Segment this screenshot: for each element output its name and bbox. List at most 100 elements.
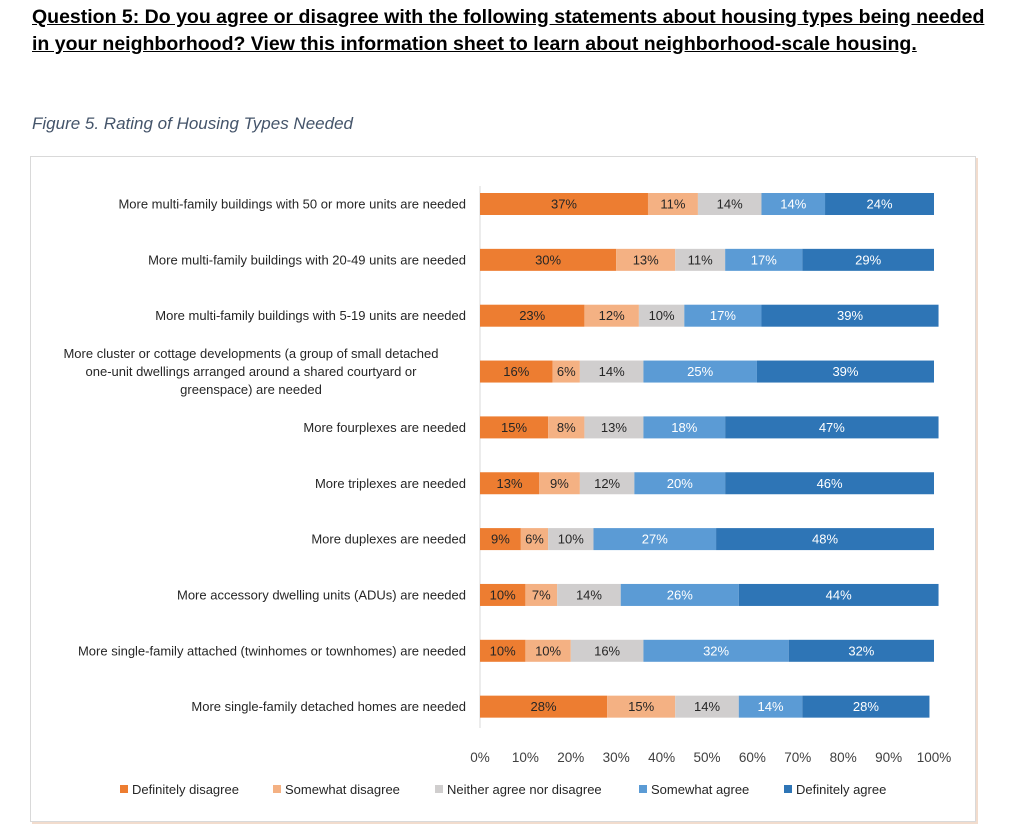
data-label: 37% xyxy=(551,197,577,212)
question-heading: Question 5: Do you agree or disagree wit… xyxy=(32,6,985,55)
bar-segment xyxy=(725,416,939,439)
data-label: 26% xyxy=(667,587,693,602)
legend-label: Definitely agree xyxy=(796,782,886,797)
bar-segment xyxy=(716,528,934,551)
data-label: 24% xyxy=(867,197,893,212)
bar-segment xyxy=(579,472,635,495)
data-label: 14% xyxy=(576,587,602,602)
bar-segment xyxy=(480,304,585,327)
bar-segment xyxy=(584,416,644,439)
bar-segment xyxy=(634,472,726,495)
data-label: 14% xyxy=(694,699,720,714)
bar-segment xyxy=(557,583,621,606)
data-label: 46% xyxy=(817,476,843,491)
bar-segment xyxy=(802,248,934,271)
bar-segment xyxy=(616,248,676,271)
legend-label: Neither agree nor disagree xyxy=(447,782,602,797)
data-label: 30% xyxy=(535,252,561,267)
bar-segment xyxy=(643,360,757,383)
bar-segment xyxy=(480,528,521,551)
data-label: 39% xyxy=(832,364,858,379)
data-label: 32% xyxy=(703,643,729,658)
x-tick-label: 100% xyxy=(917,750,952,765)
bar-segment xyxy=(738,695,803,718)
x-tick-label: 70% xyxy=(784,750,811,765)
bar-segment xyxy=(638,304,685,327)
bar-segment xyxy=(480,360,553,383)
category-label: More single-family attached (twinhomes o… xyxy=(78,643,466,658)
data-label: 14% xyxy=(599,364,625,379)
data-label: 14% xyxy=(717,197,743,212)
bar-segment xyxy=(675,695,739,718)
data-label: 18% xyxy=(671,420,697,435)
category-label: greenspace) are needed xyxy=(180,382,322,397)
bar-segment xyxy=(539,472,580,495)
data-label: 29% xyxy=(855,252,881,267)
category-label: More multi-family buildings with 5-19 un… xyxy=(155,308,466,323)
data-label: 48% xyxy=(812,532,838,547)
bar-segment xyxy=(620,583,739,606)
bar-segment xyxy=(525,583,558,606)
data-label: 13% xyxy=(601,420,627,435)
legend-swatch xyxy=(120,785,128,793)
x-tick-label: 90% xyxy=(875,750,902,765)
bar-segment xyxy=(480,695,608,718)
x-tick-label: 30% xyxy=(603,750,630,765)
data-label: 12% xyxy=(594,476,620,491)
bar-segment xyxy=(607,695,676,718)
data-label: 10% xyxy=(558,532,584,547)
data-label: 8% xyxy=(557,420,576,435)
category-label: More fourplexes are needed xyxy=(303,420,466,435)
data-label: 14% xyxy=(780,197,806,212)
bar-segment xyxy=(525,639,571,662)
data-label: 6% xyxy=(525,532,544,547)
legend-swatch xyxy=(639,785,647,793)
data-label: 13% xyxy=(633,252,659,267)
x-tick-label: 80% xyxy=(830,750,857,765)
category-label: More multi-family buildings with 50 or m… xyxy=(118,197,466,212)
bar-segment xyxy=(480,416,549,439)
category-label: More multi-family buildings with 20-49 u… xyxy=(148,252,466,267)
data-label: 6% xyxy=(557,364,576,379)
x-tick-label: 40% xyxy=(648,750,675,765)
bar-segment xyxy=(480,248,617,271)
bar-segment xyxy=(725,472,934,495)
category-label: one-unit dwellings arranged around a sha… xyxy=(86,364,418,379)
bar-segment xyxy=(647,193,698,215)
figure-caption: Figure 5. Rating of Housing Types Needed xyxy=(32,114,353,133)
x-tick-label: 20% xyxy=(557,750,584,765)
bar-segment xyxy=(552,360,580,383)
bar-segment xyxy=(725,248,803,271)
data-label: 25% xyxy=(687,364,713,379)
data-label: 27% xyxy=(642,532,668,547)
bar-segment xyxy=(643,416,726,439)
category-label: More triplexes are needed xyxy=(315,476,466,491)
x-tick-label: 0% xyxy=(470,750,490,765)
bar-segment xyxy=(684,304,762,327)
bar-segment xyxy=(548,416,585,439)
data-label: 10% xyxy=(490,643,516,658)
data-label: 23% xyxy=(519,308,545,323)
bar-segment xyxy=(579,360,644,383)
bar-segment xyxy=(570,639,644,662)
data-label: 10% xyxy=(490,587,516,602)
bar-segment xyxy=(643,639,789,662)
data-label: 7% xyxy=(532,587,551,602)
legend-label: Somewhat agree xyxy=(651,782,749,797)
data-label: 10% xyxy=(535,643,561,658)
data-label: 47% xyxy=(819,420,845,435)
bar-segment xyxy=(738,583,939,606)
category-label: More duplexes are needed xyxy=(311,532,466,547)
legend-swatch xyxy=(273,785,281,793)
data-label: 11% xyxy=(688,252,713,267)
bar-segment xyxy=(788,639,934,662)
bar-segment xyxy=(761,193,826,215)
data-label: 16% xyxy=(503,364,529,379)
data-label: 15% xyxy=(628,699,654,714)
bar-segment xyxy=(756,360,934,383)
bar-segment xyxy=(584,304,639,327)
category-label: More cluster or cottage developments (a … xyxy=(63,346,438,361)
category-label: More single-family detached homes are ne… xyxy=(191,699,466,714)
data-label: 44% xyxy=(826,587,852,602)
